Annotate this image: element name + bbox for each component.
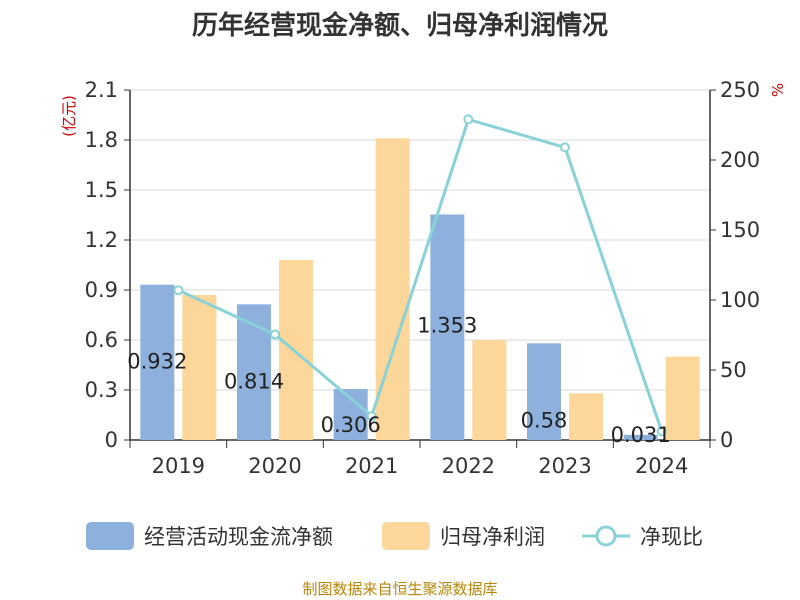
y-left-tick-label: 1.5 [85, 178, 118, 202]
legend-swatch-net-profit [382, 522, 430, 550]
bar-net-profit [279, 260, 313, 440]
point-cash-ratio [463, 114, 474, 125]
data-label-cashflow: 0.306 [321, 413, 381, 437]
bar-net-profit [182, 295, 217, 440]
x-tick-label: 2020 [248, 454, 301, 478]
y-right-tick-label: 150 [720, 218, 760, 242]
y-left-tick-label: 1.8 [85, 128, 118, 152]
data-label-cashflow: 0.031 [611, 423, 671, 447]
y-right-axis-label: % [769, 83, 787, 97]
point-cash-ratio [270, 329, 280, 340]
point-cash-ratio [560, 142, 570, 153]
legend-swatch-cashflow [86, 522, 134, 550]
legend-item-net-profit[interactable]: 归母净利润 [382, 518, 545, 554]
point-cash-ratio [173, 285, 184, 296]
bar-cashflow [623, 434, 658, 440]
y-right-tick-label: 200 [720, 148, 760, 172]
y-right-tick-label: 100 [720, 288, 760, 312]
x-tick-label: 2022 [442, 454, 495, 478]
y-left-tick-label: 1.2 [85, 228, 118, 252]
legend-label-cash-ratio: 净现比 [640, 525, 703, 549]
y-left-axis-label: (亿元) [60, 95, 78, 137]
bar-cashflow [527, 343, 561, 440]
x-tick-label: 2021 [345, 454, 398, 478]
y-left-tick-label: 0.9 [85, 278, 118, 302]
data-label-cashflow: 0.932 [127, 350, 187, 374]
point-cash-ratio [656, 426, 667, 437]
y-left-tick-label: 0.6 [85, 328, 118, 352]
data-label-cashflow: 1.353 [417, 314, 477, 338]
legend: 经营活动现金流净额 归母净利润 净现比 [0, 518, 800, 554]
x-tick-label: 2023 [538, 454, 591, 478]
source-note: 制图数据来自恒生聚源数据库 [302, 580, 498, 598]
x-tick-label: 2024 [635, 454, 688, 478]
bar-net-profit [569, 393, 603, 440]
legend-item-cashflow[interactable]: 经营活动现金流净额 [86, 518, 333, 554]
bar-cashflow [140, 284, 175, 440]
y-right-tick-label: 250 [720, 78, 760, 102]
point-cash-ratio [366, 411, 377, 422]
legend-label-cashflow: 经营活动现金流净额 [144, 525, 333, 549]
bar-net-profit [665, 356, 700, 440]
line-cash-ratio [177, 117, 664, 432]
data-label-cashflow: 0.814 [224, 369, 284, 393]
legend-item-cash-ratio[interactable]: 净现比 [582, 518, 703, 554]
chart-title: 历年经营现金净额、归母净利润情况 [191, 11, 608, 41]
y-right-tick-label: 0 [720, 428, 733, 452]
y-left-tick-label: 0 [105, 428, 118, 452]
data-label-cashflow: 0.58 [521, 408, 568, 432]
y-right-tick-label: 50 [720, 358, 747, 382]
bar-cashflow [430, 214, 465, 440]
bar-cashflow [237, 304, 271, 440]
legend-label-net-profit: 归母净利润 [440, 525, 545, 549]
x-tick-label: 2019 [152, 454, 205, 478]
legend-swatch-cash-ratio [582, 525, 630, 547]
y-left-tick-label: 0.3 [85, 378, 118, 402]
y-left-tick-label: 2.1 [85, 78, 118, 102]
bar-net-profit [375, 138, 410, 441]
bar-net-profit [472, 340, 507, 440]
